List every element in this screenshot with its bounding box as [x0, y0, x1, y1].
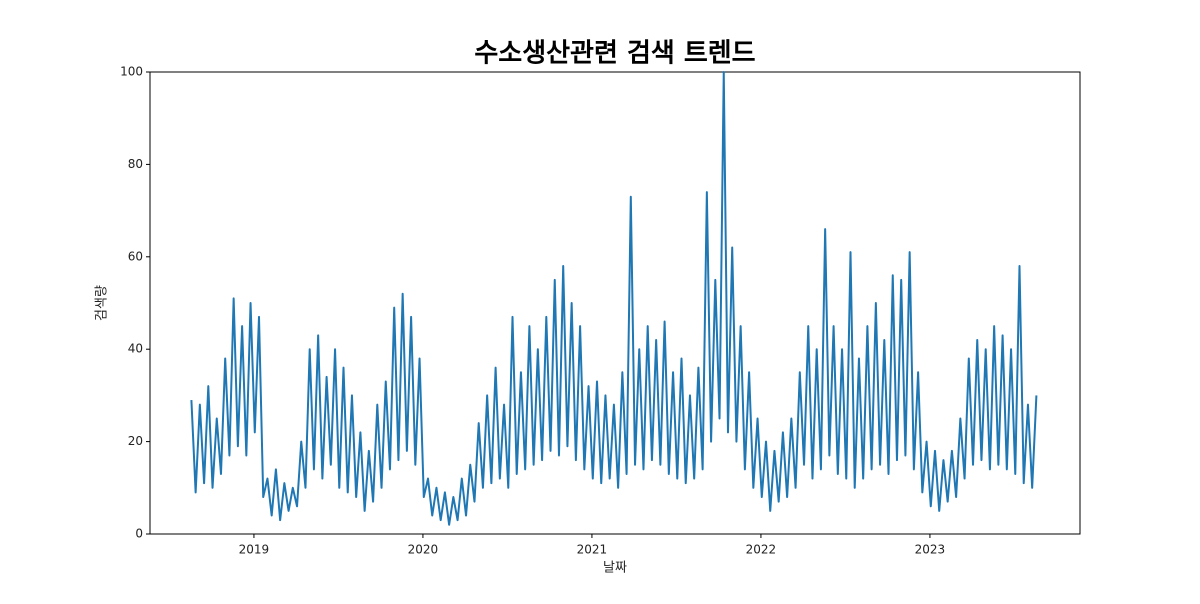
x-tick-label: 2023 [915, 543, 946, 557]
x-tick-label: 2019 [239, 543, 270, 557]
x-tick-label: 2021 [577, 543, 608, 557]
x-tick-label: 2022 [746, 543, 777, 557]
y-axis-label: 검색량 [95, 285, 110, 321]
chart-title: 수소생산관련 검색 트렌드 [474, 39, 755, 69]
x-tick-label: 2020 [408, 543, 439, 557]
y-tick-label: 100 [120, 65, 143, 79]
plot-frame [149, 71, 1081, 535]
y-tick-label: 60 [128, 249, 143, 263]
y-tick-label: 80 [128, 157, 143, 171]
series-line [190, 71, 1038, 526]
x-axis-label: 날짜 [603, 561, 627, 576]
y-tick-label: 0 [135, 527, 143, 541]
y-tick-label: 20 [128, 434, 143, 448]
y-tick-label: 40 [128, 342, 143, 356]
